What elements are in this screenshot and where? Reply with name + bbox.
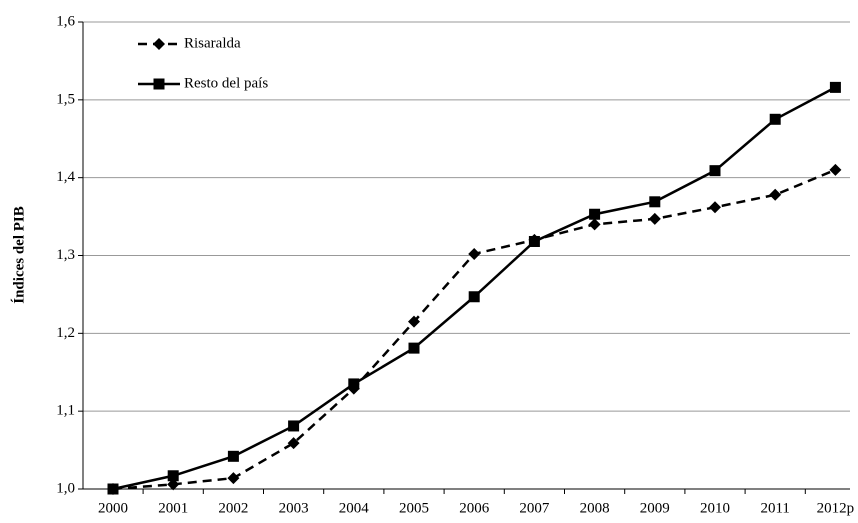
x-tick-label: 2004 <box>339 500 370 516</box>
point <box>769 188 782 201</box>
point <box>288 420 300 432</box>
legend-label: Risaralda <box>184 35 241 51</box>
legend-marker <box>153 78 165 90</box>
y-tick-label: 1,1 <box>56 403 75 419</box>
y-axis-label: Índices del PIB <box>10 206 27 304</box>
point <box>829 81 841 93</box>
y-tick-label: 1,6 <box>56 13 75 29</box>
point <box>769 113 781 125</box>
x-tick-label: 2009 <box>640 500 670 516</box>
point <box>589 208 601 220</box>
x-tick-label: 2002 <box>218 500 248 516</box>
point <box>528 235 540 247</box>
point <box>709 165 721 177</box>
point <box>167 478 180 491</box>
point <box>167 470 179 482</box>
series-line <box>112 168 836 491</box>
x-tick-label: 2007 <box>519 500 550 516</box>
x-tick-label: 2011 <box>760 500 789 516</box>
y-tick-label: 1,3 <box>56 247 75 263</box>
point <box>287 437 300 450</box>
x-tick-label: 2000 <box>98 500 128 516</box>
point <box>588 218 601 231</box>
point <box>649 196 661 208</box>
y-tick-label: 1,2 <box>56 325 75 341</box>
x-tick-label: 2001 <box>158 500 188 516</box>
x-tick-label: 2003 <box>279 500 309 516</box>
x-tick-label: 2012p <box>817 500 855 516</box>
point <box>648 212 661 225</box>
point <box>829 163 842 176</box>
series-line <box>112 86 836 491</box>
point <box>468 247 481 260</box>
legend-label: Resto del país <box>184 75 268 91</box>
y-tick-label: 1,4 <box>56 169 75 185</box>
point <box>408 315 420 328</box>
x-tick-label: 2010 <box>700 500 730 516</box>
legend-marker <box>153 38 165 50</box>
point <box>227 472 240 485</box>
y-tick-label: 1,5 <box>56 91 75 107</box>
point <box>227 450 239 462</box>
point <box>348 378 360 390</box>
y-tick-label: 1,0 <box>56 480 75 496</box>
point <box>709 201 721 214</box>
x-tick-label: 2006 <box>459 500 490 516</box>
point <box>107 483 119 495</box>
point <box>468 291 480 303</box>
point <box>408 342 420 354</box>
x-tick-label: 2008 <box>580 500 610 516</box>
x-tick-label: 2005 <box>399 500 429 516</box>
